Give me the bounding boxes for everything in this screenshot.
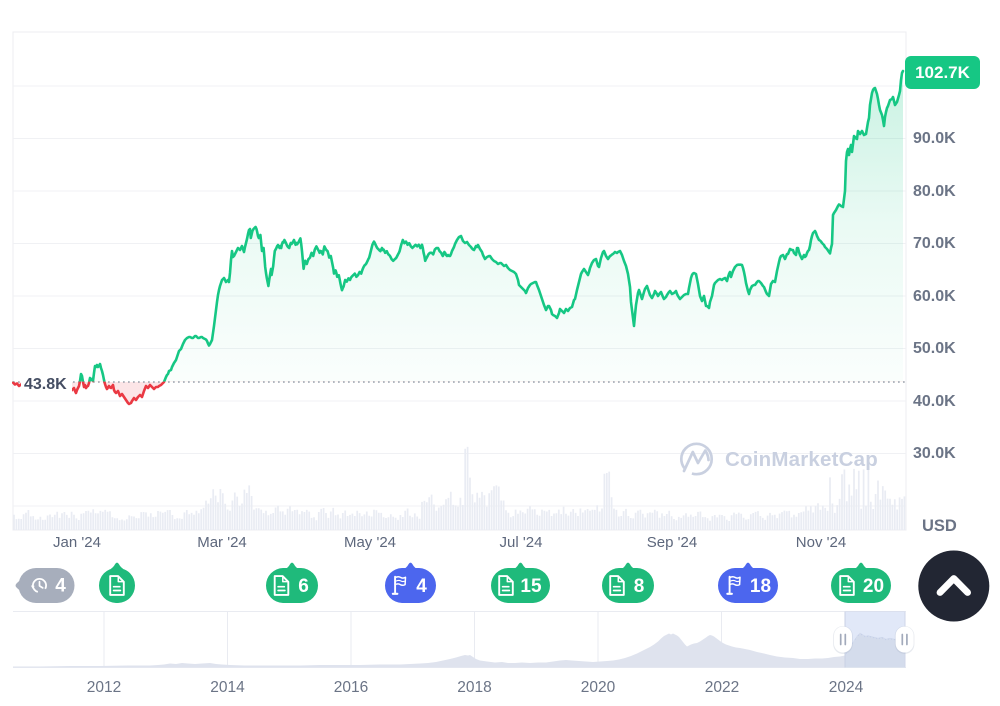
svg-text:15: 15: [520, 576, 542, 597]
svg-text:4: 4: [416, 576, 427, 597]
svg-text:4: 4: [55, 576, 66, 597]
svg-text:18: 18: [750, 576, 771, 597]
svg-text:6: 6: [298, 576, 309, 597]
svg-text:20: 20: [863, 576, 884, 597]
svg-text:8: 8: [634, 576, 645, 597]
